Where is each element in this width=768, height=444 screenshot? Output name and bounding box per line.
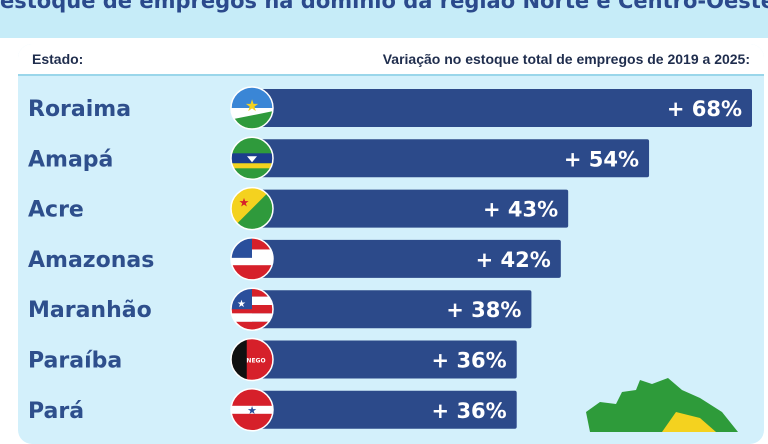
state-column-header: Estado: (32, 51, 84, 67)
flag-border (230, 287, 274, 331)
bar (252, 189, 569, 228)
category-label: Maranhão (28, 298, 152, 323)
bar (252, 340, 517, 379)
bar-value-label: + 68% (667, 97, 742, 121)
bar-row: Pará + 36% ★ (28, 388, 517, 432)
chart-title: estoque de empregos na domínio da região… (0, 0, 768, 13)
acre-flag-icon: ★ (231, 187, 273, 230)
bar-value-label: + 43% (483, 198, 558, 222)
bar-chart: Roraima + 68% ★ Amapá + 54% Acre + 43% ★ Amazona… (28, 86, 752, 432)
flag-border (230, 337, 274, 382)
svg-text:★: ★ (237, 299, 246, 310)
bar-value-label: + 36% (432, 399, 507, 423)
svg-text:NEGO: NEGO (246, 358, 265, 365)
category-label: Acre (28, 198, 84, 223)
amazonas-flag-icon (231, 237, 273, 280)
svg-text:★: ★ (245, 96, 259, 115)
flag-border (230, 136, 274, 181)
bar (252, 290, 532, 329)
svg-text:★: ★ (239, 196, 250, 210)
bar-row: Paraíba + 36% NEGO (28, 337, 517, 382)
category-label: Amazonas (28, 248, 154, 273)
category-label: Roraima (28, 97, 131, 122)
bar-row: Amazonas + 42% (28, 237, 561, 281)
flag-border (230, 86, 274, 130)
bar (252, 239, 561, 278)
para-flag-icon: ★ (231, 388, 273, 431)
bar-value-label: + 42% (476, 248, 551, 272)
svg-text:★: ★ (247, 404, 257, 417)
bar-row: Maranhão + 38% ★ (28, 287, 532, 331)
bar-value-label: + 38% (446, 298, 521, 322)
bar-row: Amapá + 54% (28, 136, 650, 181)
bar (252, 89, 752, 127)
paraiba-flag-icon: NEGO (231, 338, 273, 381)
amapa-flag-icon (231, 137, 273, 180)
bar-value-label: + 54% (564, 147, 639, 171)
bar (252, 139, 650, 178)
bar-row: Acre + 43% ★ (28, 186, 569, 231)
flag-border (230, 186, 274, 231)
category-label: Amapá (28, 147, 113, 172)
roraima-flag-icon: ★ (231, 87, 273, 129)
bar-value-label: + 36% (432, 349, 507, 373)
category-label: Paraíba (28, 349, 122, 374)
variation-column-header: Variação no estoque total de empregos de… (382, 51, 750, 67)
bar (252, 390, 517, 429)
category-label: Pará (28, 399, 84, 424)
flag-border (230, 388, 274, 432)
flag-border (230, 237, 274, 281)
column-header-row: Estado: Variação no estoque total de emp… (18, 44, 764, 76)
bar-row: Roraima + 68% ★ (28, 86, 752, 130)
map-yellow-area (662, 412, 716, 432)
brazil-map-icon (586, 378, 738, 432)
title-banner: estoque de empregos na domínio da região… (0, 0, 768, 38)
map-green-area (586, 378, 738, 432)
